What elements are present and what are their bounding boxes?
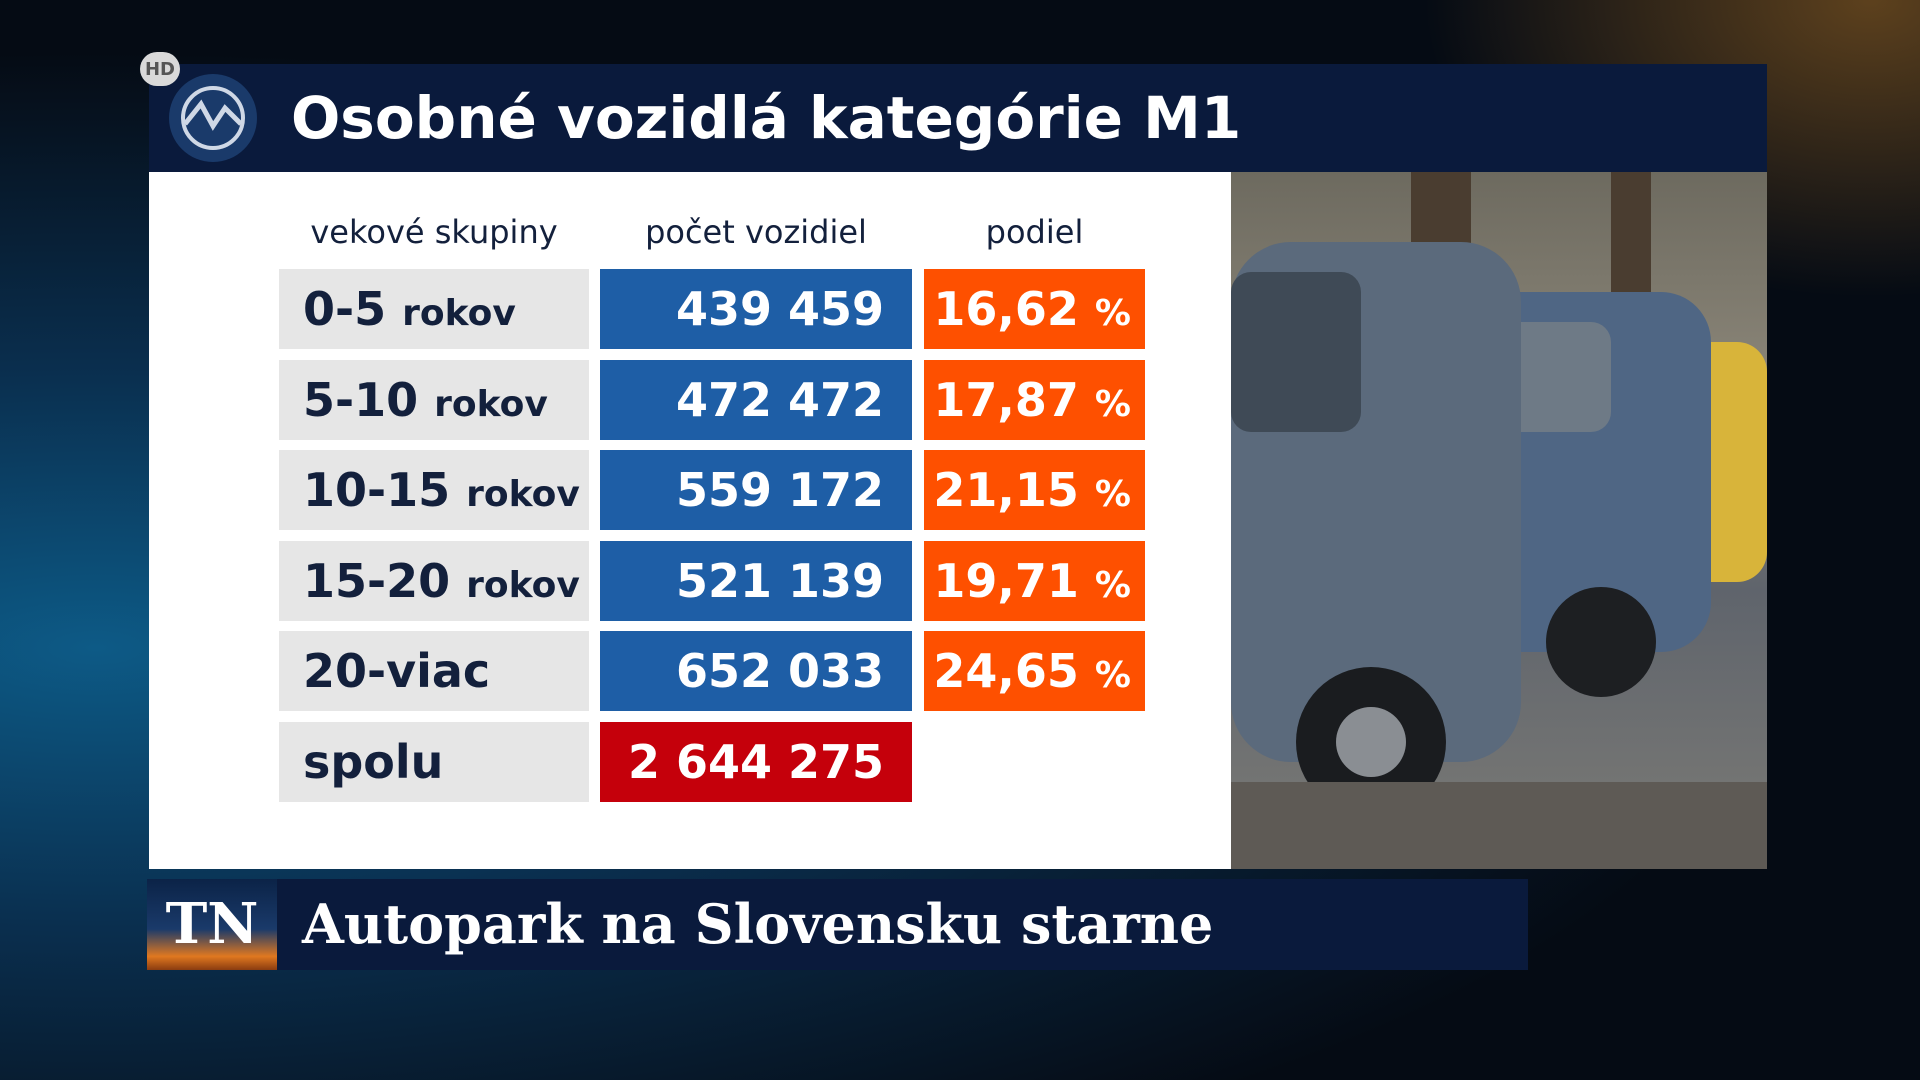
vehicle-count: 521 139 bbox=[600, 540, 912, 621]
table-panel: vekové skupiny počet vozidiel podiel 0-5… bbox=[149, 172, 1231, 869]
age-group-cell: 0-5 rokov bbox=[279, 269, 589, 349]
share-value: 19,71 bbox=[933, 553, 1079, 608]
share-unit: % bbox=[1094, 293, 1131, 334]
share-cell: 19,71 % bbox=[924, 540, 1145, 621]
share-unit: % bbox=[1094, 655, 1131, 697]
share-unit: % bbox=[1094, 383, 1131, 425]
share-unit: % bbox=[1094, 474, 1131, 516]
share-cell: 24,65 % bbox=[924, 631, 1145, 712]
age-group: 10-15 bbox=[303, 463, 451, 518]
age-unit: rokov bbox=[402, 293, 516, 334]
age-group-cell: 20-viac bbox=[279, 631, 589, 712]
channel-logo bbox=[169, 74, 257, 162]
age-unit: rokov bbox=[466, 564, 580, 606]
vehicle-count: 472 472 bbox=[600, 359, 912, 440]
total-count: 2 644 275 bbox=[600, 722, 912, 802]
vehicle-count: 652 033 bbox=[600, 631, 912, 712]
vehicle-count: 559 172 bbox=[600, 450, 912, 531]
share-unit: % bbox=[1094, 564, 1131, 606]
share-value: 16,62 bbox=[933, 282, 1079, 336]
age-group: 20-viac bbox=[303, 644, 491, 699]
age-group-cell: 15-20 rokov bbox=[279, 540, 589, 621]
age-group: 15-20 bbox=[303, 553, 451, 608]
age-group: 0-5 bbox=[303, 282, 387, 336]
hd-badge: HD bbox=[140, 52, 180, 86]
share-cell: 16,62 % bbox=[924, 269, 1145, 349]
age-group-cell: 10-15 rokov bbox=[279, 450, 589, 531]
share-value: 17,87 bbox=[933, 372, 1079, 427]
age-unit: rokov bbox=[434, 383, 548, 425]
share-cell: 21,15 % bbox=[924, 450, 1145, 531]
total-label: spolu bbox=[279, 722, 589, 802]
lower-third: TN Autopark na Slovensku starne bbox=[147, 879, 1528, 970]
title: Osobné vozidlá kategórie M1 bbox=[291, 84, 1242, 152]
age-group-cell: 5-10 rokov bbox=[279, 359, 589, 440]
column-header: podiel bbox=[985, 213, 1084, 251]
vehicle-count: 439 459 bbox=[600, 269, 912, 349]
headline: Autopark na Slovensku starne bbox=[302, 892, 1214, 956]
age-unit: rokov bbox=[466, 474, 580, 516]
share-value: 21,15 bbox=[933, 463, 1079, 518]
column-header: počet vozidiel bbox=[645, 213, 867, 251]
share-value: 24,65 bbox=[933, 644, 1079, 699]
share-cell: 17,87 % bbox=[924, 359, 1145, 440]
age-group: 5-10 bbox=[303, 372, 419, 427]
cars-photo bbox=[1231, 172, 1767, 869]
news-logo: TN bbox=[147, 879, 277, 970]
title-bar: Osobné vozidlá kategórie M1 bbox=[149, 64, 1767, 172]
column-header: vekové skupiny bbox=[310, 213, 558, 251]
